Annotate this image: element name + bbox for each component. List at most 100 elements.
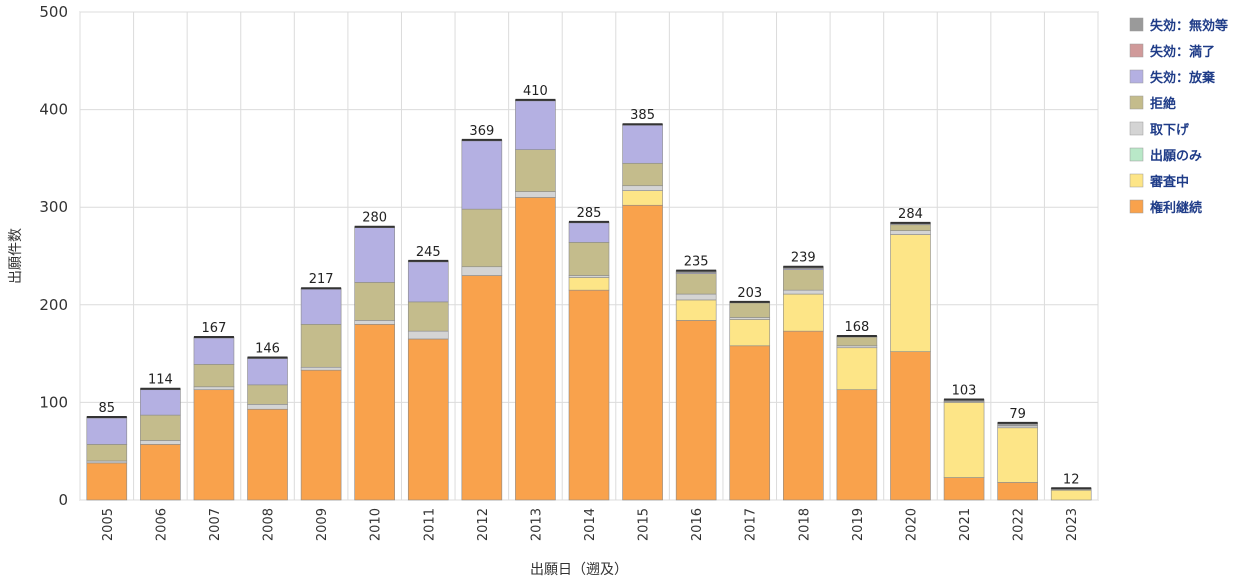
bar-segment	[408, 331, 448, 339]
bar-segment	[248, 358, 288, 384]
bar-segment	[783, 270, 823, 290]
bar-segment	[140, 390, 180, 415]
legend-swatch	[1130, 18, 1143, 31]
legend-swatch	[1130, 96, 1143, 109]
bar-segment	[462, 209, 502, 267]
bar-segment	[248, 385, 288, 405]
bar-segment	[194, 338, 234, 364]
x-tick-label: 2018	[797, 508, 812, 541]
bar-segment	[248, 404, 288, 409]
y-tick-label: 300	[39, 198, 68, 216]
bar-total-label: 385	[630, 108, 655, 123]
bar-total-label: 79	[1009, 407, 1026, 422]
bar-segment	[408, 262, 448, 302]
bar-segment	[730, 319, 770, 345]
x-axis-ticks: 2005200620072008200920102011201220132014…	[101, 508, 1080, 541]
bar-segment	[140, 444, 180, 500]
bar-total-label: 12	[1063, 472, 1080, 487]
legend-swatch	[1130, 200, 1143, 213]
bar-segment	[837, 337, 877, 346]
bar-segment	[623, 125, 663, 163]
bar-segment	[355, 228, 395, 283]
bar-segment	[462, 276, 502, 500]
legend-label: 審査中	[1149, 174, 1189, 190]
y-tick-label: 0	[58, 491, 68, 509]
legend-swatch	[1130, 122, 1143, 135]
x-tick-label: 2009	[315, 508, 330, 541]
bar-segment	[87, 418, 127, 444]
bar-total-label: 410	[523, 84, 548, 99]
legend-label: 失効：無効等	[1150, 18, 1228, 34]
bar-total-label: 203	[737, 286, 762, 301]
bar-segment	[194, 364, 234, 386]
x-axis-title: 出願日（遡及）	[530, 562, 628, 578]
bar-segment	[890, 235, 930, 352]
bar-segment	[569, 223, 609, 243]
bar-total-label: 285	[577, 206, 602, 221]
x-tick-label: 2011	[422, 508, 437, 541]
x-tick-label: 2022	[1012, 508, 1027, 541]
y-tick-label: 100	[39, 393, 68, 411]
x-tick-label: 2008	[262, 508, 277, 541]
bar-segment	[569, 277, 609, 290]
bar-total-label: 280	[362, 211, 387, 226]
bar-segment	[194, 387, 234, 390]
y-tick-label: 500	[39, 3, 68, 21]
bar-total-label: 167	[202, 321, 227, 336]
bar-segment	[676, 294, 716, 300]
bar-segment	[783, 331, 823, 500]
bar-total-label: 284	[898, 207, 923, 222]
bar-segment	[87, 463, 127, 500]
bar-segment	[944, 478, 984, 500]
x-tick-label: 2019	[851, 508, 866, 541]
bar-total-label: 85	[99, 401, 116, 416]
bar-segment	[676, 274, 716, 294]
bar-segment	[730, 346, 770, 500]
y-axis-ticks: 0100200300400500	[39, 3, 68, 509]
bar-segment	[623, 205, 663, 500]
x-tick-label: 2012	[476, 508, 491, 541]
bar-segment	[462, 141, 502, 209]
bar-segment	[515, 192, 555, 198]
bar-segment	[140, 415, 180, 440]
x-tick-label: 2015	[637, 508, 652, 541]
bar-segment	[355, 320, 395, 324]
x-tick-label: 2006	[154, 508, 169, 541]
bar-segment	[837, 390, 877, 500]
bar-segment	[676, 320, 716, 500]
bar-total-label: 235	[684, 255, 709, 270]
bar-segment	[408, 339, 448, 500]
bar-segment	[783, 290, 823, 294]
bar-total-label: 114	[148, 373, 173, 388]
bar-segment	[462, 267, 502, 276]
bar-segment	[837, 348, 877, 390]
bar-segment	[515, 150, 555, 192]
legend-swatch	[1130, 174, 1143, 187]
bar-segment	[87, 444, 127, 461]
bar-segment	[1051, 490, 1091, 500]
stacked-bar-chart: 8511416714621728024536941028538523520323…	[0, 0, 1249, 579]
bar-segment	[515, 197, 555, 500]
x-tick-label: 2017	[744, 508, 759, 541]
bar-segment	[194, 390, 234, 500]
bar-segment	[408, 302, 448, 331]
bar-segment	[623, 191, 663, 206]
bar-segment	[301, 289, 341, 324]
x-tick-label: 2016	[690, 508, 705, 541]
bar-segment	[569, 290, 609, 500]
legend: 失効：無効等失効：満了失効：放棄拒絶取下げ出願のみ審査中権利継続	[1130, 18, 1228, 216]
x-tick-label: 2020	[904, 508, 919, 541]
y-tick-label: 200	[39, 296, 68, 314]
legend-swatch	[1130, 70, 1143, 83]
bar-segment	[783, 294, 823, 331]
bar-segment	[890, 225, 930, 231]
bar-total-label: 168	[844, 320, 869, 335]
bar-total-label: 239	[791, 251, 816, 266]
bar-total-label: 245	[416, 245, 441, 260]
x-tick-label: 2005	[101, 508, 116, 541]
bar-segment	[301, 324, 341, 367]
legend-label: 取下げ	[1150, 122, 1190, 138]
x-tick-label: 2013	[529, 508, 544, 541]
bar-total-label: 146	[255, 342, 280, 357]
bar-segment	[355, 282, 395, 320]
